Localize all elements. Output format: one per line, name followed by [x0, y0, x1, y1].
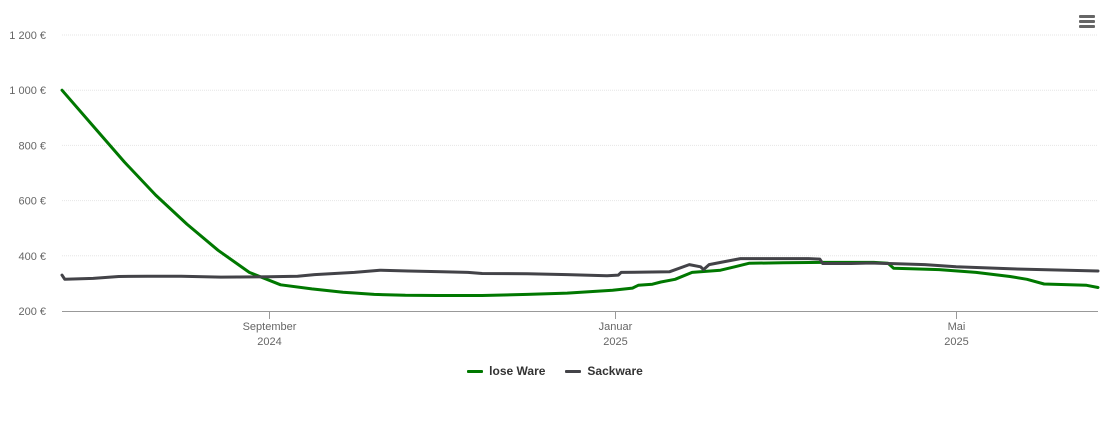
series-line-sackware[interactable]	[60, 257, 1100, 281]
hamburger-menu-icon	[1079, 15, 1095, 18]
chart-legend: lose Ware Sackware	[0, 364, 1110, 378]
hamburger-menu-icon	[1079, 20, 1095, 23]
x-tick-label-month: September	[243, 321, 297, 333]
y-tick-label: 1 000 €	[9, 85, 46, 97]
x-tick-label-month: Mai	[948, 321, 966, 333]
y-tick-label: 200 €	[18, 306, 46, 318]
y-tick-label: 600 €	[18, 196, 46, 208]
legend-item-lose-ware[interactable]: lose Ware	[467, 364, 545, 378]
legend-label: lose Ware	[489, 364, 546, 378]
chart-menu-button[interactable]	[1076, 12, 1098, 32]
legend-swatch	[467, 369, 484, 373]
y-tick-label: 400 €	[18, 251, 46, 263]
x-tick-label-year: 2025	[944, 336, 968, 348]
y-tick-label: 1 200 €	[9, 30, 46, 42]
x-tick-label-month: Januar	[599, 321, 633, 333]
y-grid-lines	[62, 34, 1098, 257]
series-line-lose-ware[interactable]	[60, 88, 1100, 297]
x-tick-label-year: 2024	[257, 336, 281, 348]
series-lines	[60, 88, 1100, 297]
legend-label: Sackware	[587, 364, 643, 378]
x-axis-ticks: September 2024 Januar 2025 Mai 2025	[243, 311, 969, 348]
hamburger-menu-icon	[1079, 25, 1095, 28]
y-tick-label: 800 €	[18, 140, 46, 152]
y-axis-tick-labels: 200 € 400 € 600 € 800 € 1 000 € 1 200 €	[9, 30, 46, 318]
legend-swatch	[565, 369, 582, 373]
x-tick-label-year: 2025	[603, 336, 627, 348]
legend-item-sackware[interactable]: Sackware	[565, 364, 643, 378]
